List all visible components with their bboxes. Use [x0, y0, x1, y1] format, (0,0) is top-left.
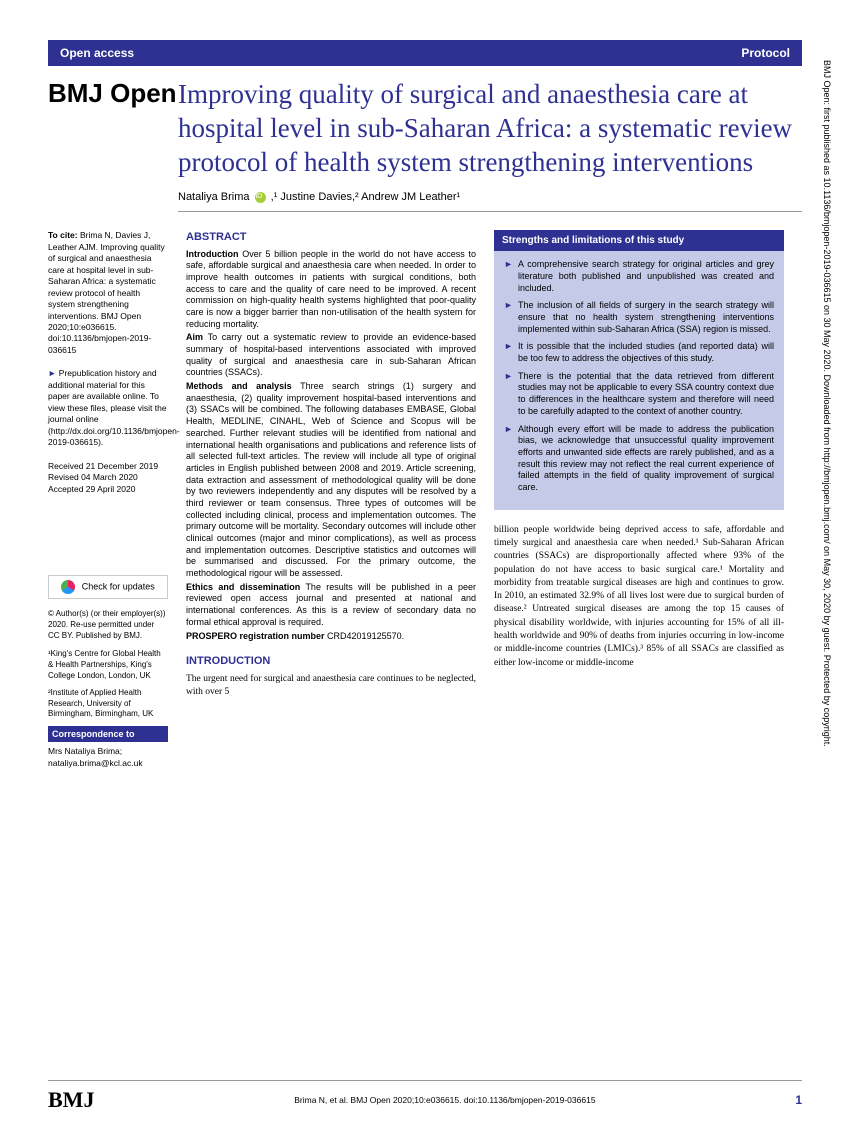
journal-logo: BMJ Open [48, 78, 177, 109]
main-grid: To cite: Brima N, Davies J, Leather AJM.… [48, 230, 802, 769]
footer-citation: Brima N, et al. BMJ Open 2020;10:e036615… [294, 1095, 595, 1105]
affiliation-1: ¹King's Centre for Global Health & Healt… [48, 649, 168, 681]
arrow-icon: ► [48, 368, 56, 378]
header-protocol: Protocol [741, 46, 790, 60]
prepub-block: ► Prepublication history and additional … [48, 368, 168, 448]
dates-block: Received 21 December 2019 Revised 04 Mar… [48, 461, 168, 495]
correspondence-email[interactable]: nataliya.brima@kcl.ac.uk [48, 758, 168, 769]
header-bar: Open access Protocol [48, 40, 802, 66]
body-text-continued: billion people worldwide being deprived … [494, 524, 784, 670]
strength-item: Although every effort will be made to ad… [504, 424, 774, 494]
strength-item: It is possible that the included studies… [504, 341, 774, 364]
crossmark-icon [61, 580, 75, 594]
cite-label: To cite: [48, 230, 78, 240]
author-1: Nataliya Brima [178, 191, 250, 203]
strength-item: The inclusion of all fields of surgery i… [504, 300, 774, 335]
prospero-text: CRD42019125570. [327, 631, 404, 641]
right-column: Strengths and limitations of this study … [494, 230, 784, 769]
vertical-side-text: BMJ Open: first published as 10.1136/bmj… [820, 60, 832, 1060]
header-open-access: Open access [60, 46, 134, 60]
methods-text: Three search strings (1) surgery and ana… [186, 381, 476, 578]
page-footer: BMJ Brima N, et al. BMJ Open 2020;10:e03… [48, 1080, 802, 1113]
intro-body-start: The urgent need for surgical and anaesth… [186, 673, 476, 700]
cite-text: Brima N, Davies J, Leather AJM. Improvin… [48, 230, 165, 355]
methods-label: Methods and analysis [186, 381, 292, 391]
orcid-icon[interactable] [255, 192, 266, 203]
page-number: 1 [795, 1093, 802, 1107]
aim-text: To carry out a systematic review to prov… [186, 332, 476, 377]
date-revised: Revised 04 March 2020 [48, 472, 168, 483]
bmj-footer-logo: BMJ [48, 1087, 94, 1113]
date-accepted: Accepted 29 April 2020 [48, 484, 168, 495]
affiliation-2: ²Institute of Applied Health Research, U… [48, 688, 168, 720]
page-container: Open access Protocol BMJ Open Improving … [0, 0, 850, 1133]
strengths-box: Strengths and limitations of this study … [494, 230, 784, 509]
authors-rest: ,¹ Justine Davies,² Andrew JM Leather¹ [271, 191, 461, 203]
strength-item: There is the potential that the data ret… [504, 371, 774, 418]
check-updates-label: Check for updates [82, 581, 155, 591]
correspondence-header: Correspondence to [48, 726, 168, 742]
abstract-column: ABSTRACT Introduction Over 5 billion peo… [186, 230, 476, 769]
abstract-header: ABSTRACT [186, 230, 476, 244]
intro-text: Over 5 billion people in the world do no… [186, 249, 476, 329]
correspondence-name: Mrs Nataliya Brima; [48, 746, 168, 757]
strengths-title: Strengths and limitations of this study [494, 230, 784, 251]
date-received: Received 21 December 2019 [48, 461, 168, 472]
intro-label: Introduction [186, 249, 239, 259]
left-sidebar: To cite: Brima N, Davies J, Leather AJM.… [48, 230, 168, 769]
title-block: Improving quality of surgical and anaest… [178, 78, 802, 179]
prepub-text: Prepublication history and additional ma… [48, 368, 180, 447]
strength-item: A comprehensive search strategy for orig… [504, 259, 774, 294]
article-title: Improving quality of surgical and anaest… [178, 78, 802, 179]
prospero-label: PROSPERO registration number [186, 631, 325, 641]
strengths-list: A comprehensive search strategy for orig… [504, 259, 774, 493]
authors-line: Nataliya Brima ,¹ Justine Davies,² Andre… [178, 191, 802, 212]
check-updates-button[interactable]: Check for updates [48, 575, 168, 599]
citation-block: To cite: Brima N, Davies J, Leather AJM.… [48, 230, 168, 356]
aim-label: Aim [186, 332, 203, 342]
introduction-header: INTRODUCTION [186, 654, 476, 668]
copyright-text: © Author(s) (or their employer(s)) 2020.… [48, 609, 168, 641]
ethics-label: Ethics and dissemination [186, 582, 300, 592]
